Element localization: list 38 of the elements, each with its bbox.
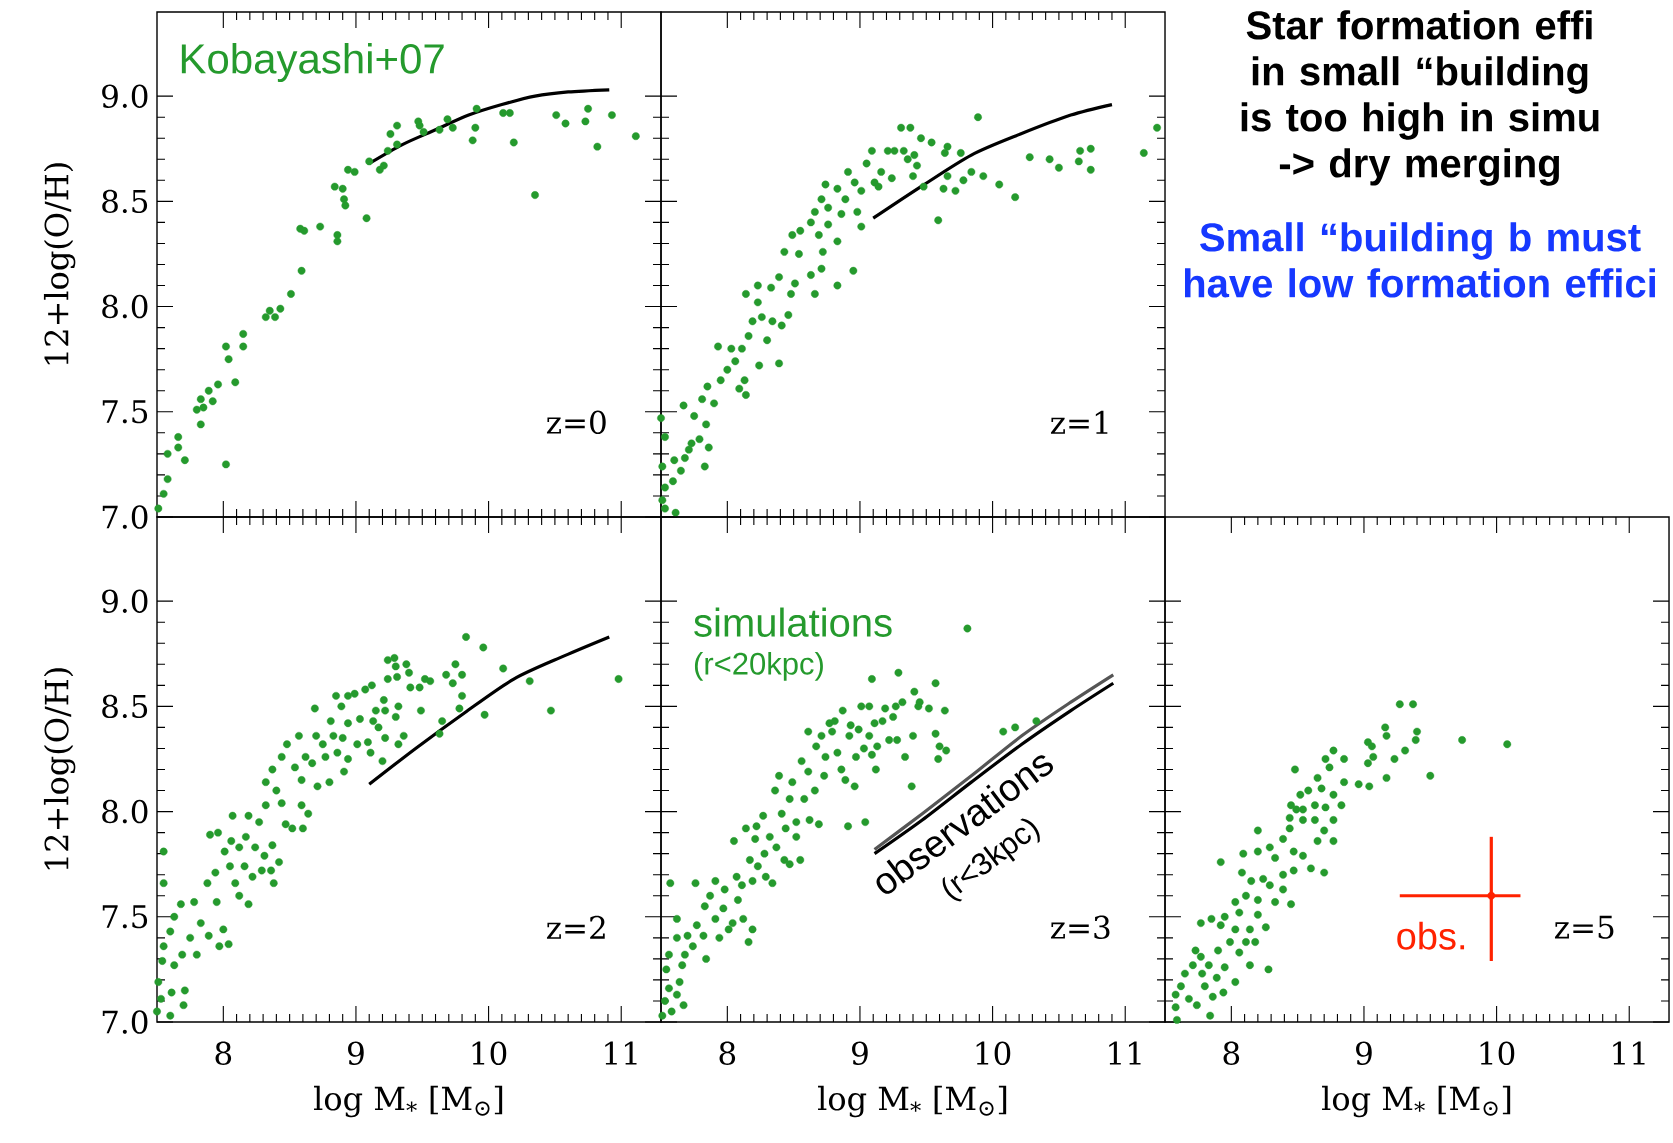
x-tick-label: 10 — [1480, 1041, 1515, 1065]
y-tick-label: 7.0 — [102, 505, 148, 529]
x-tick-label: 9 — [348, 1041, 364, 1065]
text: Star formation effi in small “building is too high in simu -> dry merging — [1241, 10, 1599, 186]
y-tick-label: 7.0 — [102, 1010, 148, 1034]
text: z=2 — [546, 915, 605, 939]
x-tick-label: 8 — [215, 1041, 232, 1065]
annotation: simulations — [694, 607, 892, 637]
y-tick-label: 8.0 — [102, 799, 148, 824]
y-axis-title: 12+log(O/H) — [43, 668, 76, 870]
annotation: Kobayashi+07 — [181, 42, 444, 83]
text: z=1 — [1050, 410, 1108, 434]
x-axis-title: log M$_{*}$ [M$_{⊙}$] — [314, 1085, 503, 1118]
y-tick-label: 7.5 — [102, 400, 148, 424]
x-axis-title: log M$_{*}$ [M$_{⊙}$] — [1322, 1085, 1511, 1118]
y-tick-label: 8.5 — [102, 694, 148, 719]
text: Small “building b must have low formation effici — [1185, 222, 1655, 298]
text: z=3 — [1050, 915, 1110, 940]
text: z=0 — [546, 410, 606, 435]
x-tick-label: 8 — [1223, 1041, 1240, 1065]
annotation: (r<20kpc) — [694, 651, 823, 681]
y-tick-label: 7.5 — [102, 905, 148, 929]
text: z=5 — [1554, 915, 1614, 939]
y-tick-label: 8.0 — [102, 294, 148, 319]
x-tick-label: 8 — [719, 1041, 736, 1065]
x-tick-label: 9 — [852, 1041, 868, 1065]
x-tick-label: 11 — [605, 1041, 637, 1065]
x-axis-title: log M$_{*}$ [M$_{⊙}$] — [818, 1085, 1007, 1118]
x-tick-label: 11 — [1109, 1041, 1141, 1065]
x-tick-label: 10 — [976, 1041, 1011, 1065]
annotation: obs. — [1397, 921, 1465, 950]
x-tick-label: 9 — [1356, 1041, 1372, 1065]
x-tick-label: 11 — [1613, 1041, 1645, 1065]
y-axis-title: 12+log(O/H) — [43, 163, 76, 365]
x-tick-label: 10 — [472, 1041, 507, 1065]
y-tick-label: 9.0 — [102, 589, 148, 613]
y-tick-label: 8.5 — [102, 189, 148, 214]
y-tick-label: 9.0 — [102, 84, 148, 108]
